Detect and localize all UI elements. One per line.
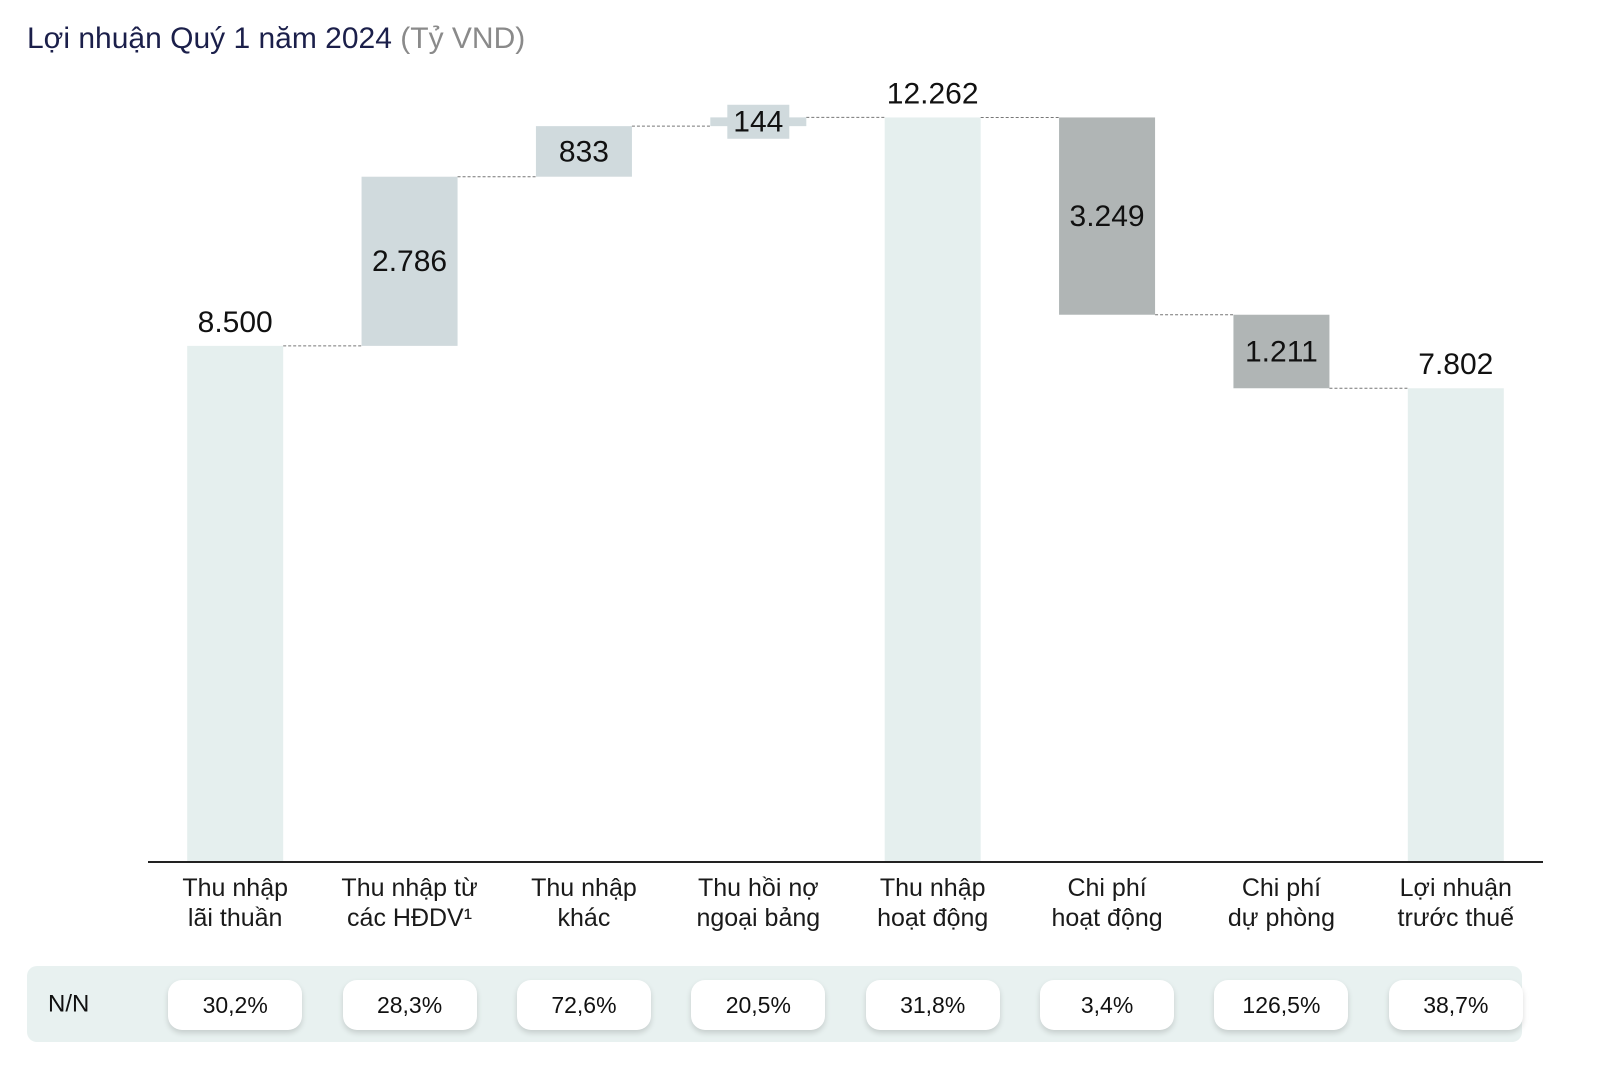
bar xyxy=(361,176,458,346)
x-tick-label: Thu hồi nợ ngoại bảng xyxy=(696,874,821,932)
x-tick-label: Thu nhập hoạt động xyxy=(877,874,989,932)
unit: (Tỷ VND) xyxy=(400,22,525,55)
yoy-value: 38,7% xyxy=(1388,980,1523,1030)
x-tick-label: Chi phí dự phòng xyxy=(1227,874,1335,932)
chart-title: Lợi nhuận Quý 1 năm 2024 (Tỷ VND) xyxy=(27,22,525,55)
bar xyxy=(1233,314,1330,389)
bar xyxy=(1059,117,1156,315)
x-tick-label: Thu nhập khác xyxy=(531,874,637,932)
x-tick-label: Thu nhập từ các HĐDV¹ xyxy=(341,874,478,932)
yoy-value: 28,3% xyxy=(342,980,477,1030)
yoy-value: 30,2% xyxy=(168,980,303,1030)
bar xyxy=(1407,388,1504,862)
x-tick-label: Lợi nhuận trước thuế xyxy=(1397,874,1515,932)
value-label: 12.262 xyxy=(887,77,979,110)
yoy-value: 31,8% xyxy=(865,980,1000,1030)
value-label: 833 xyxy=(559,135,609,168)
bar xyxy=(187,345,284,862)
value-label: 144 xyxy=(733,106,783,139)
bar xyxy=(535,126,632,177)
title: Lợi nhuận Quý 1 năm 2024 xyxy=(27,22,392,55)
value-label: 7.802 xyxy=(1418,348,1493,381)
value-label: 2.786 xyxy=(372,245,447,278)
label-box xyxy=(727,104,790,139)
x-tick-label: Thu nhập lãi thuần xyxy=(182,874,288,932)
yoy-value: 126,5% xyxy=(1214,980,1349,1030)
yoy-value: 3,4% xyxy=(1040,980,1175,1030)
x-tick-label: Chi phí hoạt động xyxy=(1051,874,1163,932)
value-label: 1.211 xyxy=(1245,335,1318,368)
value-label: 8.500 xyxy=(198,306,273,339)
yoy-value: 72,6% xyxy=(516,980,651,1030)
bar xyxy=(884,117,981,863)
yoy-value: 20,5% xyxy=(691,980,826,1030)
yoy-label: N/N xyxy=(48,990,89,1017)
value-label: 3.249 xyxy=(1070,200,1145,233)
